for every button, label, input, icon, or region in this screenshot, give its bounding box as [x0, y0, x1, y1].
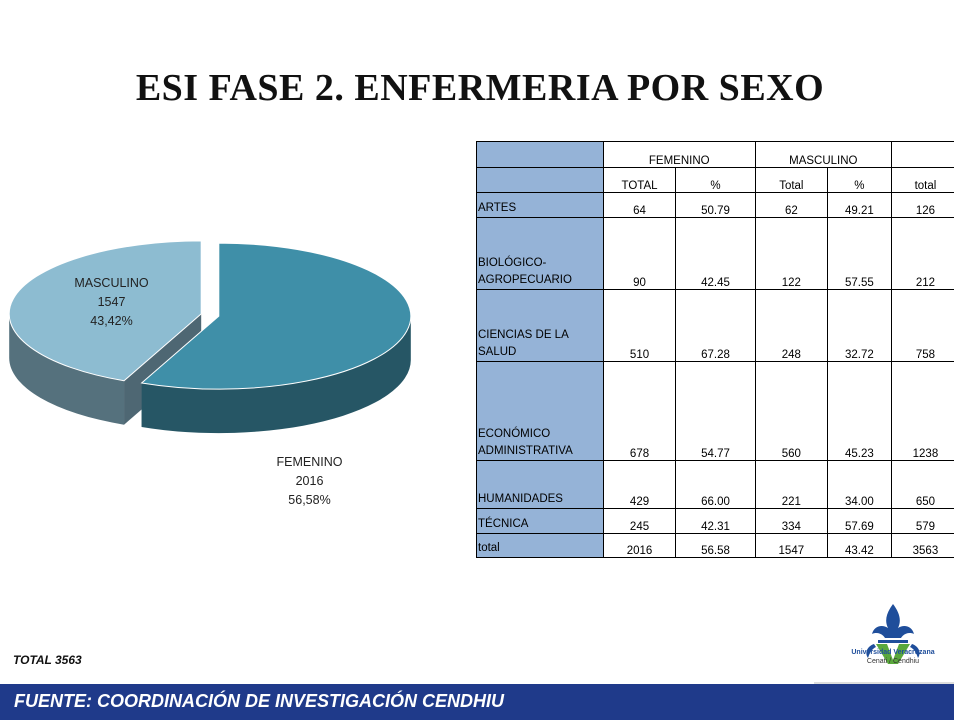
table-header-masculino: MASCULINO	[754, 141, 892, 168]
pie-label-femenino: FEMENINO 2016 56,58%	[262, 453, 357, 510]
total-note: TOTAL 3563	[13, 653, 82, 667]
table-cell: 56.58	[675, 533, 756, 558]
table-cell: 3563	[890, 533, 960, 558]
table-row: TÉCNICA 245 42.31 334 57.69 579	[476, 508, 960, 534]
table-cell: 245	[602, 508, 677, 534]
table-cell: 510	[602, 289, 677, 362]
table-cell: 57.55	[826, 217, 892, 290]
divider	[814, 682, 954, 684]
table-cell: 32.72	[826, 289, 892, 362]
pie-slice-femenino	[140, 242, 412, 390]
table-row: HUMANIDADES 429 66.00 221 34.00 650	[476, 460, 960, 509]
table-cell: 43.42	[826, 533, 892, 558]
pie-label-masculino-name: MASCULINO	[74, 276, 149, 290]
table-cell: 90	[602, 217, 677, 290]
table-cell: 758	[890, 289, 960, 362]
table-cell: 1547	[754, 533, 828, 558]
table-row: CIENCIAS DE LA SALUD 510 67.28 248 32.72…	[476, 289, 960, 362]
table-row: total 2016 56.58 1547 43.42 3563	[476, 533, 960, 558]
table-cell: 66.00	[675, 460, 756, 509]
table-cell: 221	[754, 460, 828, 509]
row-label: ECONÓMICO ADMINISTRATIVA	[476, 361, 604, 461]
table-subheader-corner	[476, 167, 604, 193]
table-header-femenino: FEMENINO	[602, 141, 756, 168]
row-label: ARTES	[476, 192, 604, 218]
right-edge-stripe	[954, 0, 960, 720]
table-cell: 650	[890, 460, 960, 509]
table-cell: 678	[602, 361, 677, 461]
logo-caption: Universidad Veracruzana Cenati / Cendhiu	[838, 648, 948, 666]
row-label: TÉCNICA	[476, 508, 604, 534]
pie-label-masculino: MASCULINO 1547 43,42%	[64, 274, 159, 331]
table-cell: 45.23	[826, 361, 892, 461]
table-cell: 67.28	[675, 289, 756, 362]
table-subheader-total: total	[890, 167, 960, 193]
table-header-empty	[890, 141, 960, 168]
page-title: ESI FASE 2. ENFERMERIA POR SEXO	[135, 67, 825, 109]
fleur-de-lis-icon	[866, 604, 920, 664]
table-cell: 54.77	[675, 361, 756, 461]
row-label: total	[476, 533, 604, 558]
pie-label-femenino-value: 2016	[295, 474, 324, 488]
pie-label-femenino-name: FEMENINO	[276, 455, 343, 469]
row-label: BIOLÓGICO-AGROPECUARIO	[476, 217, 604, 290]
table-row: ECONÓMICO ADMINISTRATIVA 678 54.77 560 4…	[476, 361, 960, 461]
table-cell: 126	[890, 192, 960, 218]
footer-source: FUENTE: COORDINACIÓN DE INVESTIGACIÓN CE…	[14, 691, 505, 711]
university-logo	[866, 604, 920, 664]
table-row: ARTES 64 50.79 62 49.21 126	[476, 192, 960, 218]
data-table: FEMENINO MASCULINO TOTAL % Total % total…	[476, 141, 960, 558]
pie-label-masculino-value: 1547	[97, 295, 126, 309]
pie-slice-side-masculino	[9, 313, 125, 425]
table-cell: 1238	[890, 361, 960, 461]
table-subheader-pct-f: %	[675, 167, 756, 193]
table-cell: 212	[890, 217, 960, 290]
table-cell: 248	[754, 289, 828, 362]
table-cell: 50.79	[675, 192, 756, 218]
table-cell: 122	[754, 217, 828, 290]
table-cell: 34.00	[826, 460, 892, 509]
row-label: HUMANIDADES	[476, 460, 604, 509]
logo-caption-line2: Cenati / Cendhiu	[866, 658, 920, 665]
pie-label-masculino-percent: 43,42%	[90, 314, 133, 328]
row-label: CIENCIAS DE LA SALUD	[476, 289, 604, 362]
pie-chart	[8, 240, 412, 434]
table-cell: 429	[602, 460, 677, 509]
pie-slice-side-femenino	[141, 316, 411, 434]
table-subheader-total-m: Total	[754, 167, 828, 193]
table-header-corner	[476, 141, 604, 168]
table-cell: 42.45	[675, 217, 756, 290]
pie-label-femenino-percent: 56,58%	[288, 493, 331, 507]
table-subheader-total-f: TOTAL	[602, 167, 677, 193]
logo-caption-line1: Universidad Veracruzana	[851, 649, 935, 656]
footer-bar: FUENTE: COORDINACIÓN DE INVESTIGACIÓN CE…	[0, 684, 960, 720]
table-cell: 62	[754, 192, 828, 218]
pie-slice-masculino	[8, 240, 202, 382]
table-cell: 64	[602, 192, 677, 218]
table-cell: 49.21	[826, 192, 892, 218]
table-cell: 57.69	[826, 508, 892, 534]
table-cell: 334	[754, 508, 828, 534]
table-row: BIOLÓGICO-AGROPECUARIO 90 42.45 122 57.5…	[476, 217, 960, 290]
table-cell: 42.31	[675, 508, 756, 534]
table-cell: 2016	[602, 533, 677, 558]
table-subheader-pct-m: %	[826, 167, 892, 193]
table-cell: 560	[754, 361, 828, 461]
table-cell: 579	[890, 508, 960, 534]
